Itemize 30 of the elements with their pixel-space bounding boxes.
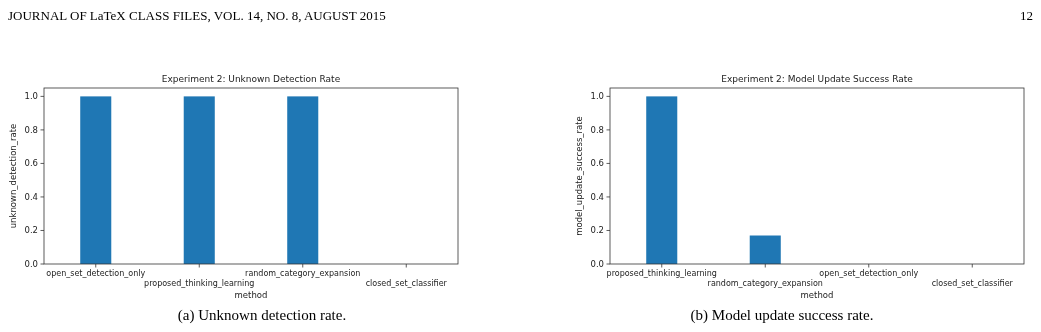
x-tick-label: proposed_thinking_learning (144, 279, 255, 288)
chart-title: Experiment 2: Unknown Detection Rate (161, 74, 341, 84)
y-tick-label: 1.0 (24, 91, 38, 102)
text: (b) Model update success rate. (690, 307, 874, 324)
y-tick-label: 1.0 (590, 91, 604, 102)
text: JOURNAL OF LaTeX CLASS FILES, VOL. 14, NO. 8, AUGUST 2015 (8, 8, 386, 23)
y-axis-title: model_update_success_rate (574, 116, 584, 236)
chart-title: Experiment 2: Model Update Success Rate (721, 74, 914, 84)
y-tick-label: 0.4 (590, 191, 604, 202)
y-tick-label: 0.4 (24, 191, 38, 202)
x-tick-label: random_category_expansion (707, 279, 823, 288)
y-tick-label: 0.6 (24, 158, 38, 169)
x-tick-label: proposed_thinking_learning (606, 269, 717, 278)
x-tick-label: open_set_detection_only (819, 269, 919, 278)
y-axis-title: unknown_detection_rate (8, 123, 18, 229)
x-axis-title: method (800, 290, 834, 300)
x-tick-label: open_set_detection_only (46, 269, 146, 278)
text: (a) Unknown detection rate. (177, 307, 347, 324)
x-tick-label: closed_set_classifier (365, 279, 448, 288)
y-tick-label: 0.8 (590, 124, 604, 135)
y-tick-label: 0.2 (24, 225, 38, 236)
y-tick-label: 0.6 (590, 158, 604, 169)
text: 12 (1020, 8, 1033, 23)
y-tick-label: 0.0 (24, 258, 38, 269)
y-tick-label: 0.0 (590, 258, 604, 269)
x-axis-title: method (234, 290, 268, 300)
x-tick-label: closed_set_classifier (931, 279, 1014, 288)
x-tick-label: random_category_expansion (245, 269, 361, 278)
y-tick-label: 0.2 (590, 225, 604, 236)
y-tick-label: 0.8 (24, 124, 38, 135)
